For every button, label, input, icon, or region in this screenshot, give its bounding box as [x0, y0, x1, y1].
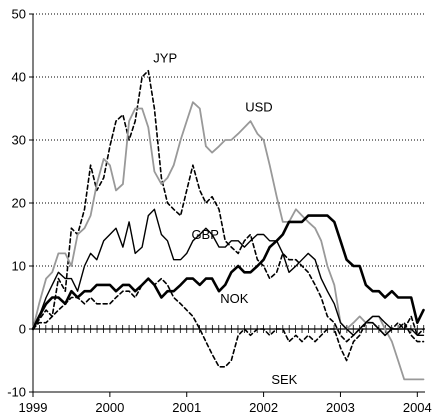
y-tick-label: 40	[12, 70, 26, 85]
y-tick-label: 20	[12, 196, 26, 211]
y-tick-label: 30	[12, 133, 26, 148]
series-label-nok: NOK	[220, 291, 249, 306]
x-tick-label: 2001	[172, 400, 201, 415]
gridlines	[33, 13, 425, 393]
series-label-usd: USD	[245, 100, 272, 115]
x-tick-label: 2002	[249, 400, 278, 415]
axes	[29, 13, 425, 393]
series-label-gbp: GBP	[191, 227, 218, 242]
series-label-sek: SEK	[271, 372, 297, 387]
series-line-nok	[31, 214, 425, 331]
y-tick-label: -10	[7, 385, 26, 400]
x-tick-label: 2000	[95, 400, 124, 415]
series-line-gbp	[32, 208, 425, 336]
x-tick-marks	[32, 325, 425, 397]
y-tick-label: 10	[12, 259, 26, 274]
series-line-usd	[32, 101, 425, 381]
series-labels: JYP USD GBP NOK SEK	[153, 51, 297, 387]
x-tick-label: 2004	[403, 400, 432, 415]
series-label-jyp: JYP	[153, 51, 177, 66]
x-tick-label: 1999	[19, 400, 48, 415]
x-tick-labels: 1999 2000 2001 2002 2003 2004	[19, 400, 432, 415]
series-lines	[31, 69, 425, 381]
series-line-sek	[32, 277, 425, 368]
y-tick-label: 0	[19, 322, 26, 337]
y-tick-label: 50	[12, 7, 26, 22]
x-tick-label: 2003	[326, 400, 355, 415]
y-tick-labels: -10 0 10 20 30 40 50	[7, 7, 26, 400]
